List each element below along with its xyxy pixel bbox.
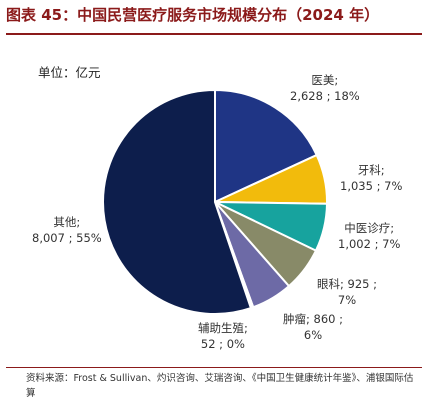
figure-title: 图表 45：中国民营医疗服务市场规模分布（2024 年） — [6, 6, 380, 24]
slice-label-yake-value: 1,035 ; 7% — [340, 179, 403, 193]
figure-header: 图表 45：中国民营医疗服务市场规模分布（2024 年） — [0, 0, 424, 36]
source-note: 资料来源：Frost & Sullivan、灼识咨询、艾瑞咨询、《中国卫生健康统… — [26, 373, 414, 399]
footer-rule — [6, 367, 422, 368]
unit-label: 单位：亿元 — [38, 65, 101, 80]
slice-label-fuzhu: 辅助生殖; 52 ; 0% — [198, 320, 248, 352]
slice-label-zhongliu: 肿瘤; 860 ; 6% — [283, 311, 343, 343]
slice-label-yimei: 医美; 2,628 ; 18% — [290, 72, 360, 104]
slice-label-qita: 其他; 8,007 ; 55% — [32, 214, 102, 246]
slice-label-zhongyi-value: 1,002 ; 7% — [338, 237, 401, 251]
slice-label-fuzhu-value: 52 ; 0% — [200, 337, 245, 351]
pie-slice-qita — [102, 88, 253, 315]
title-rule — [6, 33, 422, 35]
slice-label-qita-value: 8,007 ; 55% — [32, 231, 102, 245]
slice-label-zhongyi: 中医诊疗; 1,002 ; 7% — [338, 220, 400, 252]
slice-label-zhongyi-name: 中医诊疗; — [344, 221, 395, 235]
slice-label-yanke: 眼科; 925 ; 7% — [317, 276, 377, 308]
slice-label-zhongliu-pct: 6% — [303, 328, 323, 342]
slice-label-yimei-value: 2,628 ; 18% — [290, 89, 360, 103]
slice-label-zhongliu-name: 肿瘤; 860 ; — [283, 312, 344, 326]
slice-label-qita-name: 其他; — [53, 215, 81, 229]
slice-label-yanke-name: 眼科; 925 ; — [317, 277, 378, 291]
slice-label-yake-name: 牙科; — [357, 163, 385, 177]
slice-label-yimei-name: 医美; — [311, 73, 339, 87]
slice-label-fuzhu-name: 辅助生殖; — [198, 321, 248, 335]
slice-label-yanke-pct: 7% — [337, 293, 357, 307]
slice-label-yake: 牙科; 1,035 ; 7% — [340, 162, 402, 194]
pie-slice-yimei — [214, 88, 319, 204]
